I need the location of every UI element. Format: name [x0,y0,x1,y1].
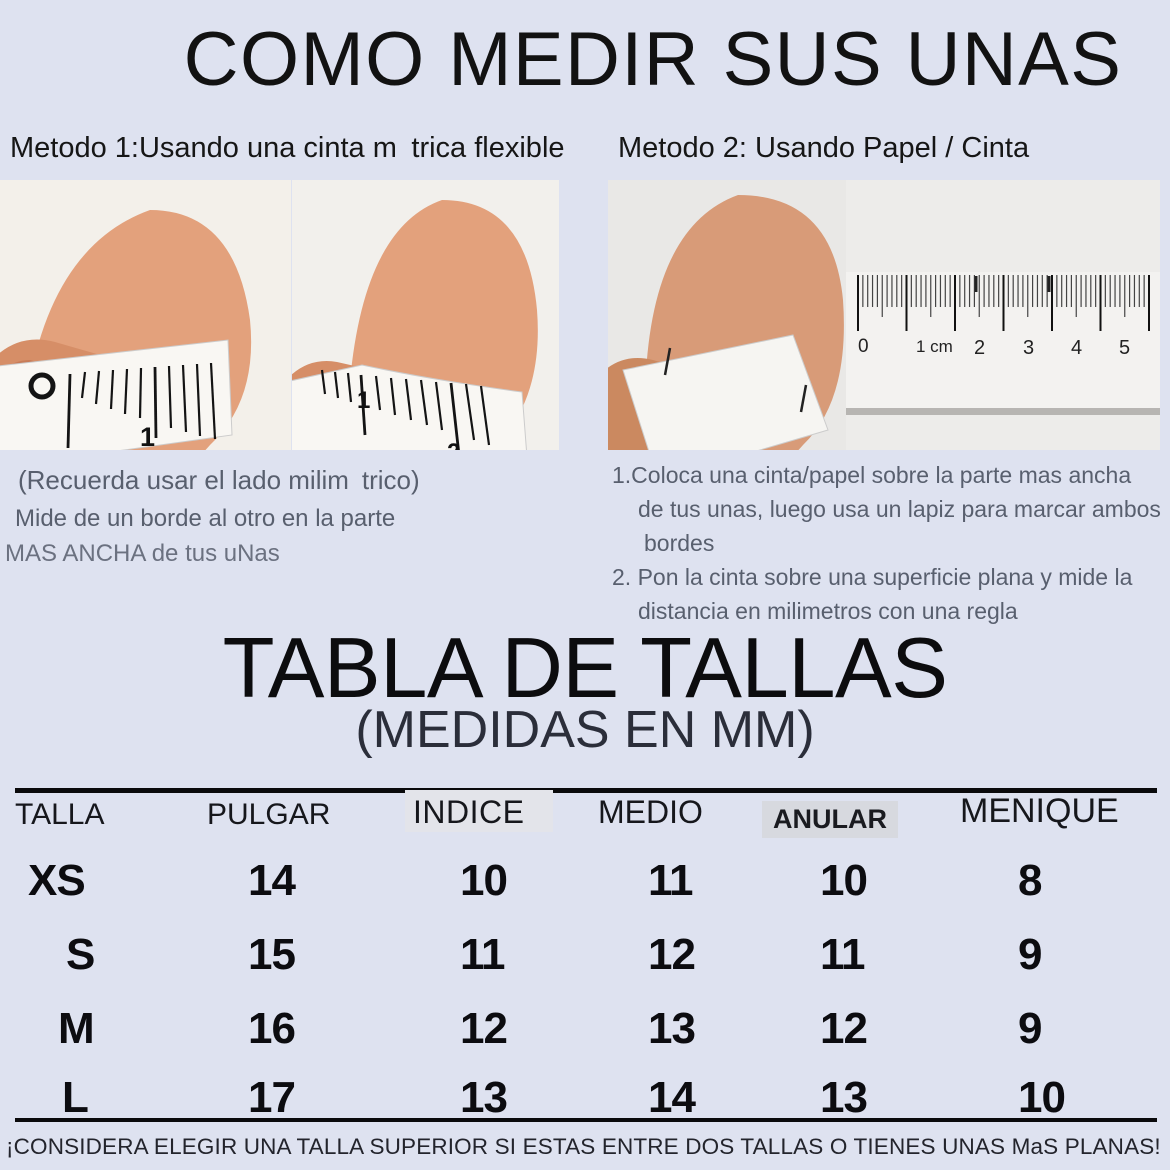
svg-text:0: 0 [858,336,869,357]
svg-text:3: 3 [1023,337,1034,359]
svg-text:1: 1 [140,422,155,450]
svg-text:4: 4 [1071,337,1082,359]
svg-text:5: 5 [1119,337,1130,359]
svg-text:1: 1 [357,387,370,414]
svg-text:2: 2 [974,337,985,359]
svg-text:2: 2 [447,439,460,450]
svg-text:1 cm: 1 cm [916,337,953,356]
